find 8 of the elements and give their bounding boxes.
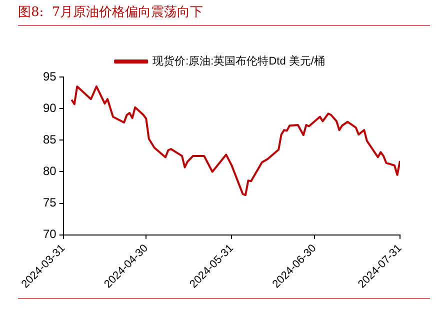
chart-title: 图8: 7月原油价格偏向震荡向下 (18, 3, 430, 26)
y-tick-label: 75 (42, 196, 57, 210)
legend-label: 现货价:原油:英国布伦特Dtd 美元/桶 (152, 54, 325, 68)
y-tick-label: 85 (42, 132, 57, 146)
y-tick-label: 70 (42, 227, 57, 242)
y-tick-label: 95 (42, 69, 57, 84)
y-tick-label: 80 (42, 164, 57, 178)
y-tick-label: 90 (42, 100, 57, 115)
